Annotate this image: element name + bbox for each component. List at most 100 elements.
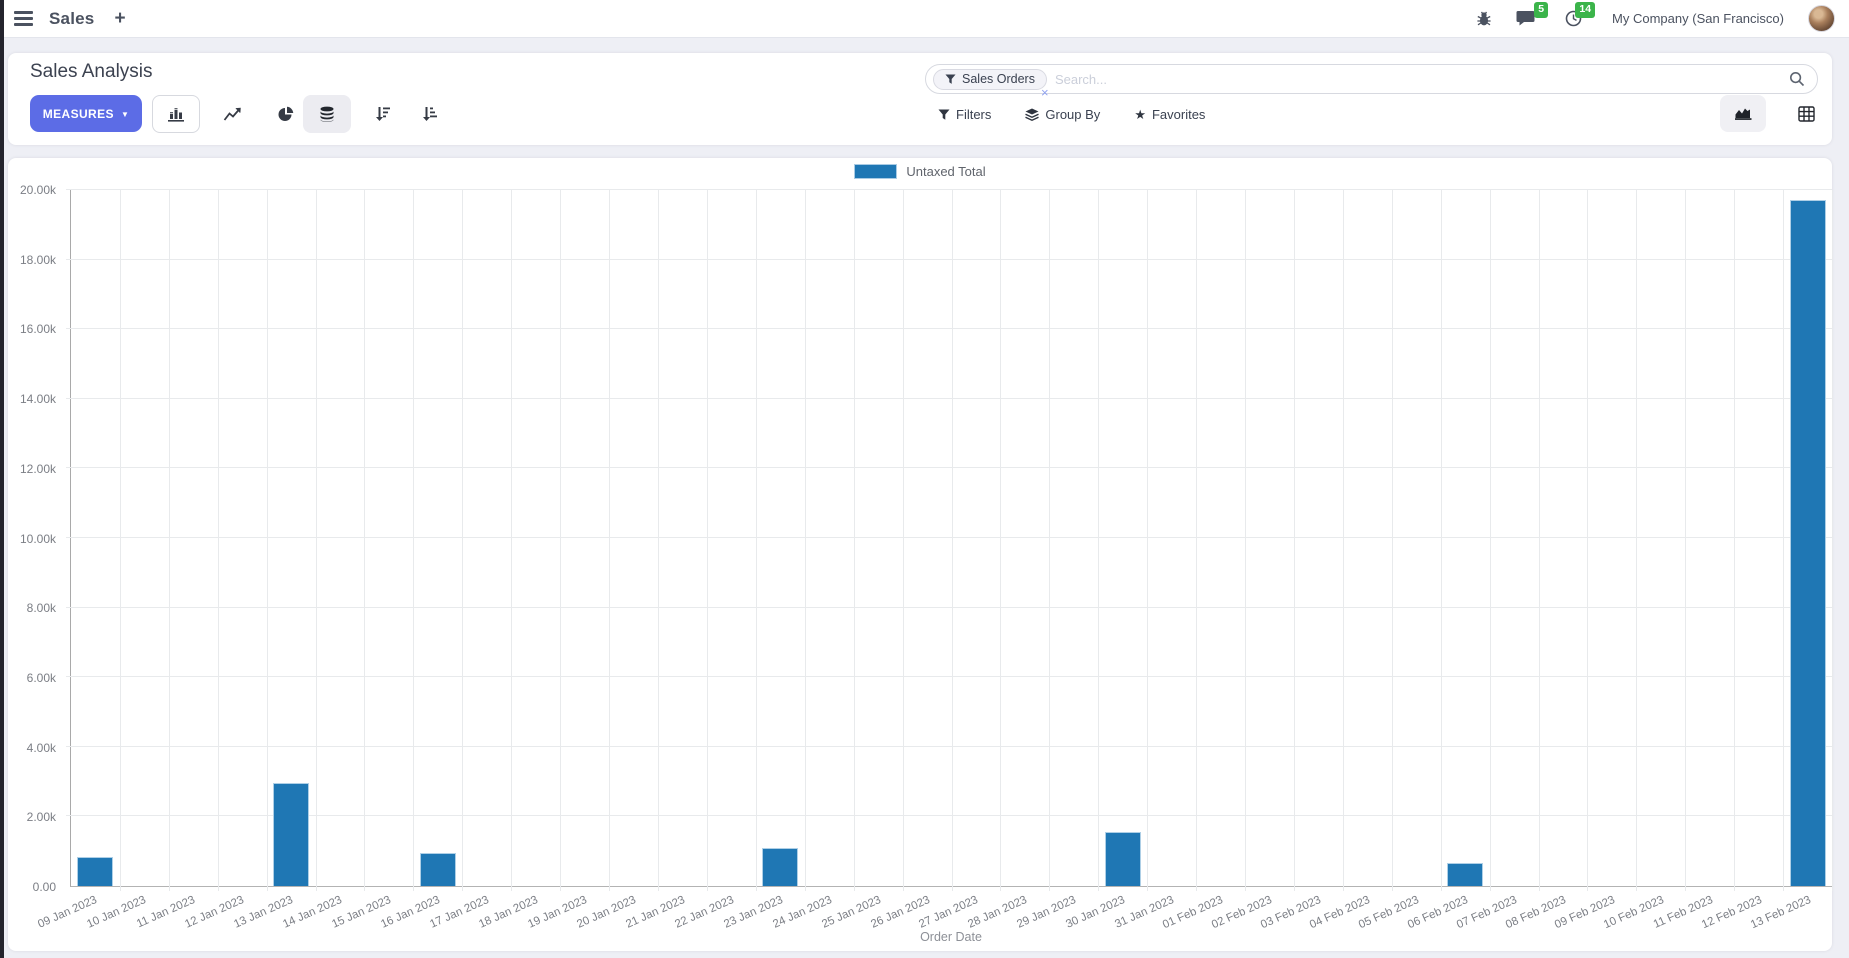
gridline-vertical [1832,190,1833,891]
chart-view: Untaxed Total 0.00 2.00k 4.00k 6.00k 8.00k 10… [8,158,1833,951]
gridline-vertical [1098,190,1100,891]
filter-funnel-icon [938,109,950,120]
y-axis: 0.00 2.00k 4.00k 6.00k 8.00k 10.00k 12.00k 14.0… [8,183,64,894]
search-bar[interactable]: Sales Orders [925,64,1818,94]
search-options-row: Filters Group By ★ Favorites [938,107,1205,122]
gridline-horizontal [66,328,1832,330]
company-switcher[interactable]: My Company (San Francisco) [1612,11,1784,26]
user-avatar[interactable] [1808,5,1835,32]
gridline-vertical [1147,190,1149,891]
search-input[interactable] [1046,71,1789,87]
y-tick-label: 8.00k [26,601,56,616]
gridline-vertical [1636,190,1638,891]
bar-13-jan-2023[interactable] [273,783,310,886]
page-title: Sales Analysis [30,61,153,82]
sort-descending-button[interactable] [358,95,406,133]
gridline-vertical [1293,190,1295,891]
bar-23-jan-2023[interactable] [762,847,799,886]
gridline-horizontal [66,606,1832,608]
activities-count-badge: 14 [1575,2,1596,18]
y-tick-label: 0.00 [32,880,56,894]
gridline-vertical [1538,190,1540,891]
messages-count-badge: 5 [1534,2,1549,18]
gridline-vertical [217,190,219,891]
gridline-horizontal [66,745,1832,747]
gridline-vertical [1342,190,1344,891]
gridline-vertical [1049,190,1051,891]
gridline-vertical [902,190,904,891]
bar-13-feb-2023[interactable] [1789,200,1826,886]
measures-button[interactable]: MEASURES ▼ [30,95,142,132]
chart-legend[interactable]: Untaxed Total [8,164,1832,179]
app-title[interactable]: Sales [49,8,95,28]
navbar-right: 5 14 My Company (San Francisco) [1476,2,1835,32]
y-tick-label: 20.00k [19,183,56,197]
activities-clock-icon[interactable]: 14 [1565,2,1596,27]
apps-menu-icon[interactable] [14,11,33,26]
gridline-vertical [315,190,317,891]
gridline-horizontal [66,676,1832,678]
gridline-horizontal [66,537,1832,538]
plus-icon[interactable]: + [114,8,126,29]
gridline-vertical [511,190,513,891]
caret-down-icon: ▼ [120,109,130,119]
layers-icon [1025,108,1040,121]
graph-view-button[interactable] [1720,95,1766,132]
bar-09-jan-2023[interactable] [77,857,114,886]
pie-chart-mode-button[interactable] [261,95,309,133]
y-tick-label: 2.00k [26,810,56,825]
debug-bug-icon[interactable] [1476,11,1492,27]
gridline-vertical [706,190,708,891]
facet-remove-icon[interactable]: × [1041,85,1049,100]
gridline-vertical [1489,190,1491,891]
gridline-vertical [951,190,953,891]
stacked-toggle-button[interactable] [303,95,351,133]
gridline-vertical [413,190,415,891]
gridline-vertical [560,190,562,891]
x-axis-title: Order Date [920,930,982,944]
facet-label: Sales Orders [962,72,1035,86]
gridline-vertical [1734,190,1736,891]
gridline-vertical [168,190,170,891]
legend-swatch [854,164,898,179]
y-tick-label: 6.00k [26,670,56,685]
bar-16-jan-2023[interactable] [419,852,456,886]
navbar-left: Sales + [14,9,126,29]
filters-menu-button[interactable]: Filters [938,107,991,122]
gridline-vertical [1783,190,1785,891]
y-tick-label: 14.00k [19,392,56,407]
messages-icon[interactable]: 5 [1516,2,1549,27]
legend-label: Untaxed Total [906,164,986,179]
gridline-vertical [609,190,611,891]
bar-chart-mode-button[interactable] [152,95,200,133]
gridline-vertical [1244,190,1246,891]
favorites-menu-button[interactable]: ★ Favorites [1134,107,1205,122]
sort-ascending-button[interactable] [405,95,453,133]
gridline-vertical [755,190,757,891]
search-facet-sales-orders[interactable]: Sales Orders [933,68,1047,90]
gridline-vertical [1587,190,1589,891]
gridline-horizontal [66,815,1832,817]
plot-area [66,189,1833,891]
gridline-vertical [1196,190,1198,891]
group-by-menu-button[interactable]: Group By [1025,107,1100,122]
group-by-label: Group By [1045,107,1101,122]
search-icon[interactable] [1789,71,1805,87]
gridline-vertical [119,190,121,891]
y-tick-label: 16.00k [19,322,56,337]
top-navbar: Sales + 5 14 [0,0,1849,38]
pivot-view-button[interactable] [1783,95,1829,132]
y-tick-label: 10.00k [19,531,56,546]
bar-30-jan-2023[interactable] [1104,832,1141,886]
window-edge [0,0,4,958]
bar-06-feb-2023[interactable] [1447,862,1484,886]
gridline-horizontal [66,258,1832,260]
gridline-horizontal [66,397,1832,399]
y-tick-label: 4.00k [26,740,56,755]
line-chart-mode-button[interactable] [208,95,256,133]
gridline-vertical [1391,190,1393,891]
y-tick-label: 18.00k [19,252,56,267]
gridline-vertical [657,190,659,891]
gridline-horizontal [66,189,1832,190]
